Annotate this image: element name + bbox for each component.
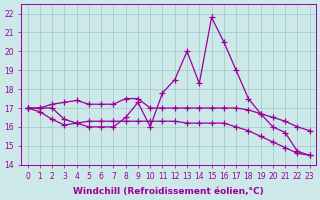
X-axis label: Windchill (Refroidissement éolien,°C): Windchill (Refroidissement éolien,°C) bbox=[73, 187, 264, 196]
